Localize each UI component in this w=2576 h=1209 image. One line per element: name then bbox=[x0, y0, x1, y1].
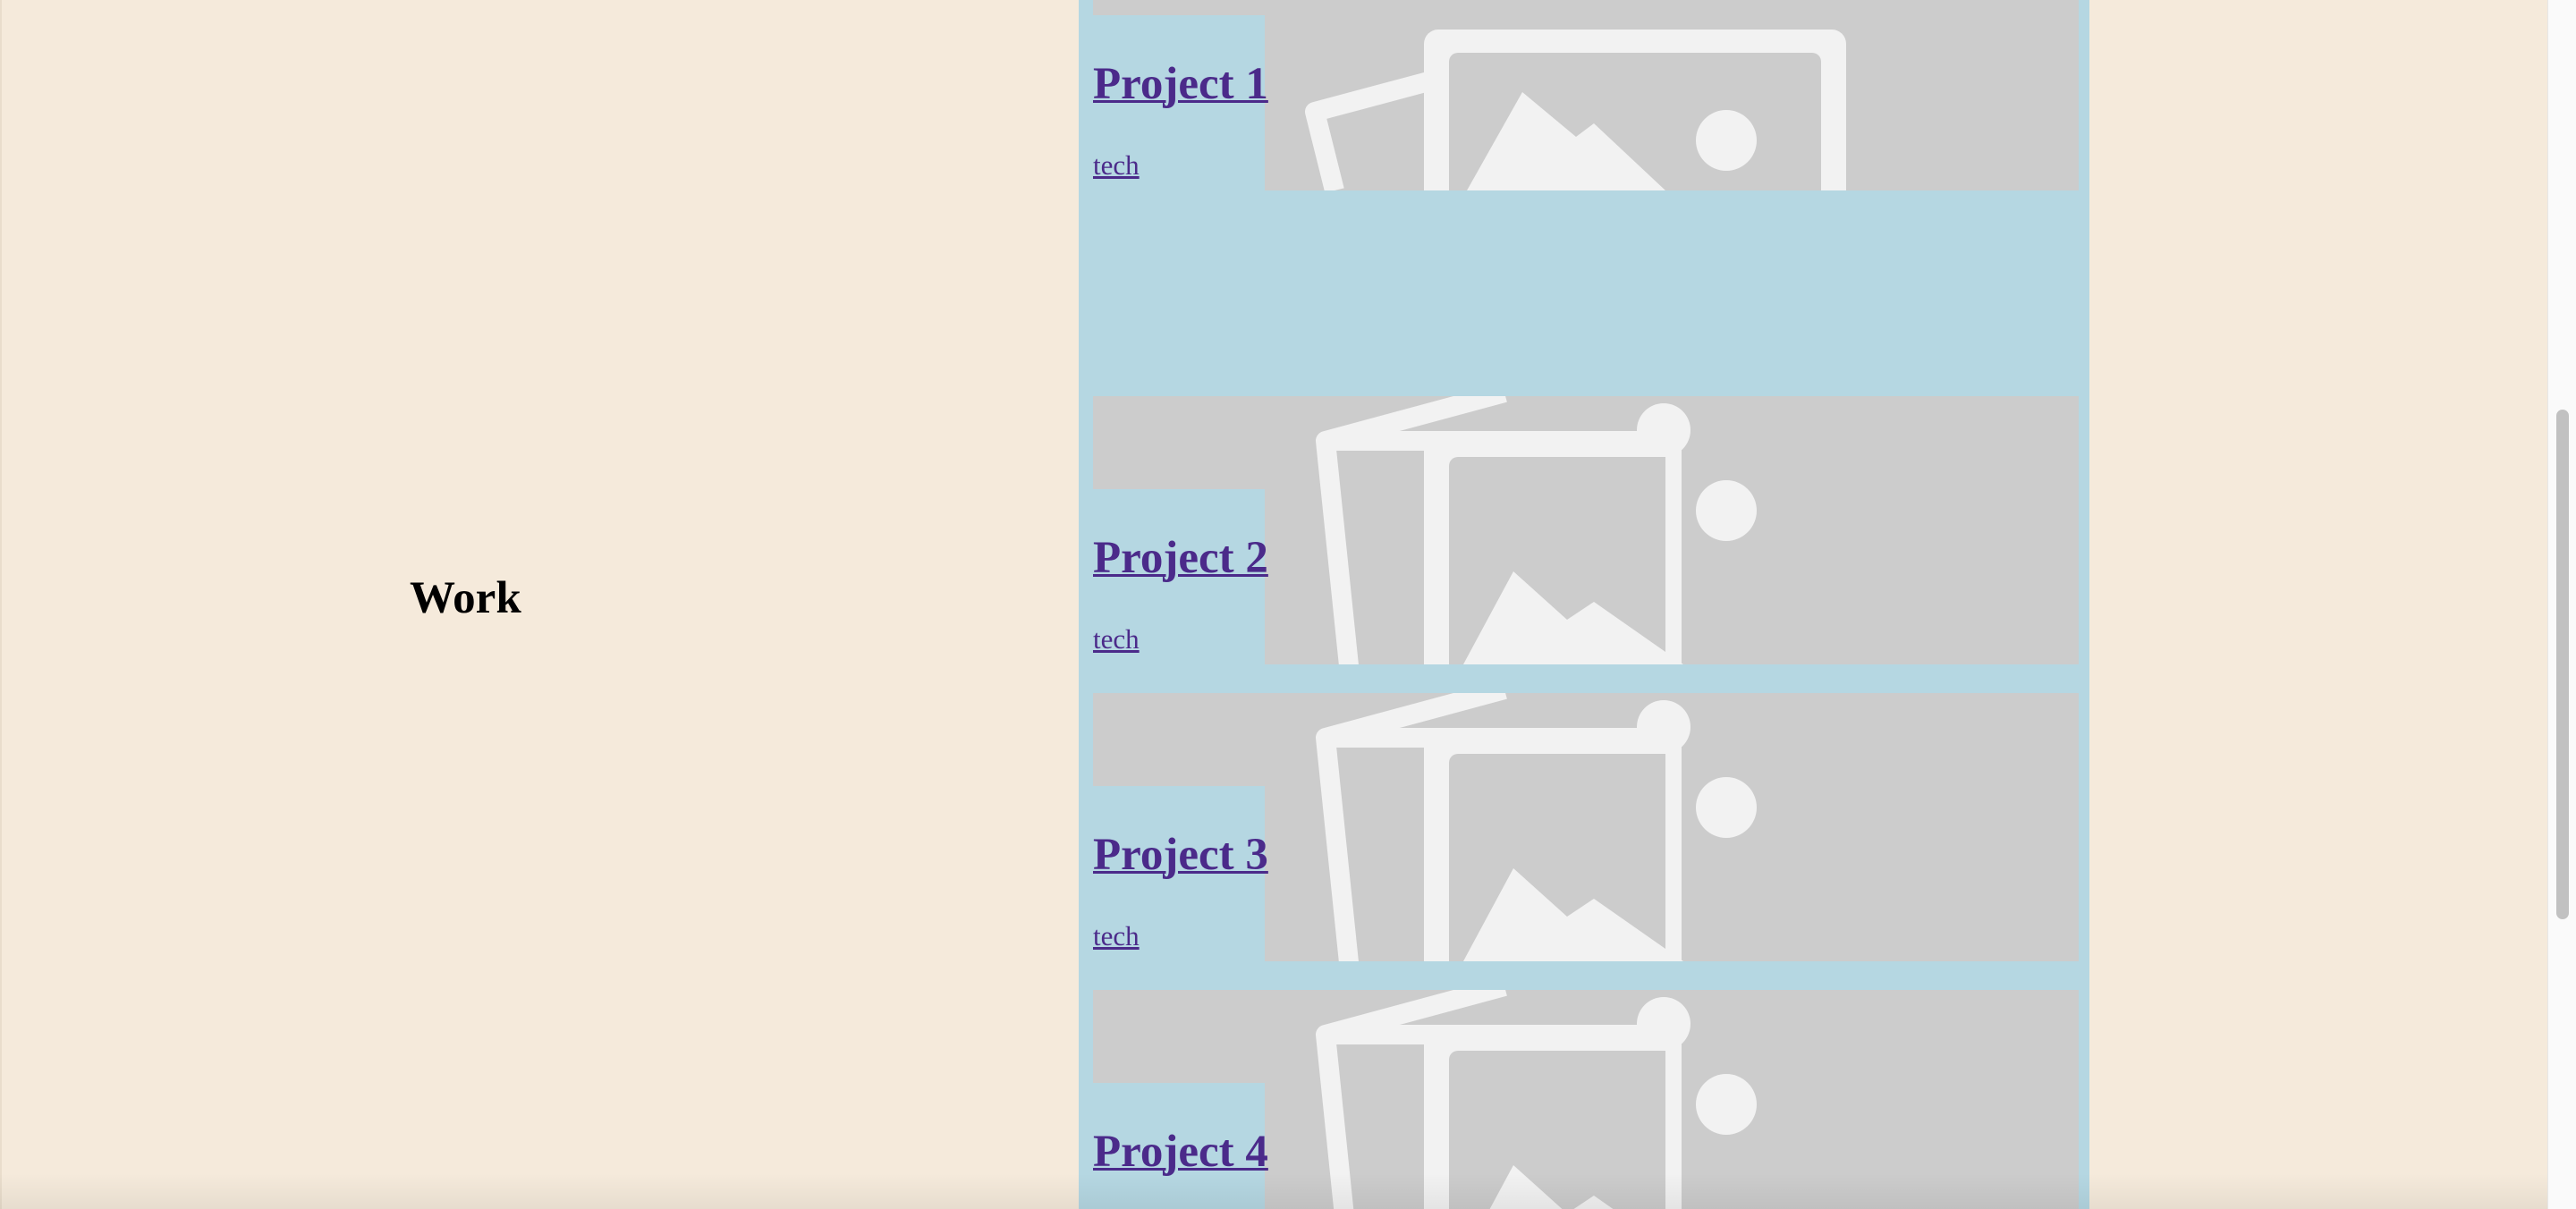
project-card: Project 3 tech bbox=[1093, 693, 2079, 961]
placeholder-image-icon bbox=[1305, 30, 1846, 190]
project-tag: tech bbox=[1093, 625, 1140, 653]
project-title-link[interactable]: Project 2 bbox=[1093, 533, 1268, 583]
placeholder-image-icon bbox=[1316, 396, 1821, 664]
project-label-area bbox=[1093, 786, 1265, 961]
project-label-area bbox=[1093, 1083, 1265, 1209]
project-title: Project 2 bbox=[1093, 536, 1268, 581]
scrollbar-thumb[interactable] bbox=[2556, 410, 2569, 919]
project-title-link[interactable]: Project 4 bbox=[1093, 1127, 1268, 1177]
project-title-link[interactable]: Project 3 bbox=[1093, 830, 1268, 880]
projects-list: Project 1 tech bbox=[1079, 0, 2089, 1209]
project-card: Project 1 tech bbox=[1093, 0, 2079, 190]
project-title: Project 3 bbox=[1093, 833, 1268, 878]
project-card: Project 4 tech bbox=[1093, 990, 2079, 1209]
project-tag-link[interactable]: tech bbox=[1093, 920, 1140, 951]
project-tag: tech bbox=[1093, 151, 1140, 179]
project-card: Project 2 tech bbox=[1093, 396, 2079, 664]
project-tag: tech bbox=[1093, 922, 1140, 950]
project-label-area bbox=[1093, 15, 1265, 190]
project-title: Project 4 bbox=[1093, 1129, 1268, 1175]
project-title: Project 1 bbox=[1093, 62, 1268, 107]
work-section-heading: Work bbox=[410, 573, 521, 623]
project-label-area bbox=[1093, 489, 1265, 664]
project-tag-link[interactable]: tech bbox=[1093, 149, 1140, 181]
page-edge bbox=[0, 0, 2, 1209]
project-title-link[interactable]: Project 1 bbox=[1093, 59, 1268, 109]
project-tag-link[interactable]: tech bbox=[1093, 623, 1140, 655]
placeholder-image-icon bbox=[1316, 990, 1821, 1209]
placeholder-image-icon bbox=[1316, 693, 1821, 961]
